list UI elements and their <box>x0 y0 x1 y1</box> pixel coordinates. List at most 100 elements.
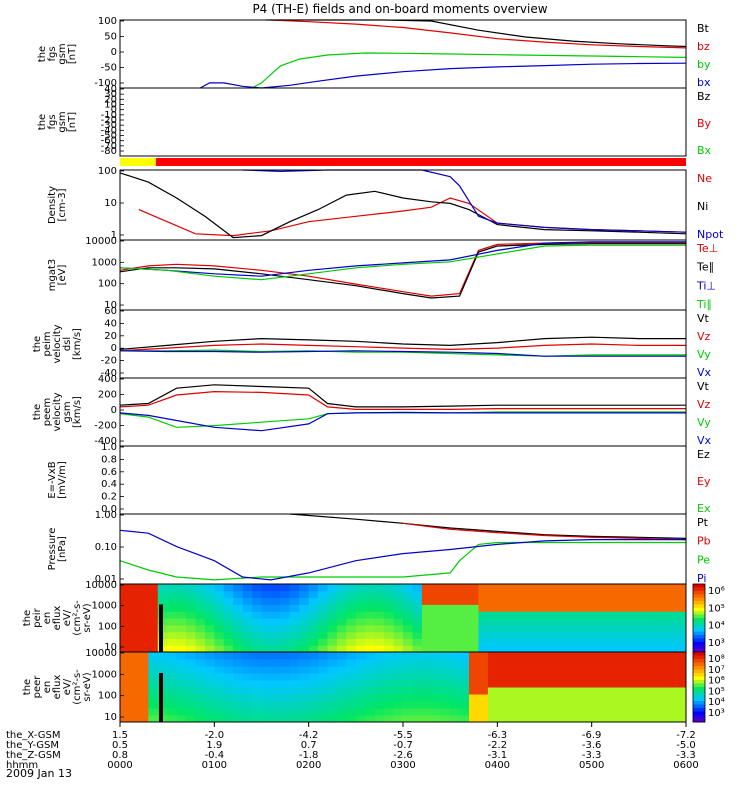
heatmap-cell <box>572 597 583 605</box>
heatmap-cell <box>450 708 461 716</box>
heatmap-cell <box>365 645 376 653</box>
colorbar-tick-label: 10⁴ <box>708 697 725 708</box>
y-axis-label: (cm²-s- <box>72 600 83 636</box>
heatmap-cell <box>459 701 470 709</box>
heatmap-cell <box>252 659 262 667</box>
heatmap-cell <box>506 687 517 695</box>
heatmap-cell <box>553 618 564 626</box>
heatmap-cell <box>374 645 385 653</box>
heatmap-cell <box>327 631 338 639</box>
heatmap-cell <box>591 708 602 716</box>
heatmap-cell <box>336 645 347 653</box>
heatmap-cell <box>242 666 253 674</box>
heatmap-cell <box>629 701 640 709</box>
heatmap-cell <box>544 597 555 605</box>
heatmap-cell <box>591 638 602 646</box>
heatmap-cell <box>572 708 583 716</box>
heatmap-cell <box>629 708 640 716</box>
heatmap-cell <box>601 673 612 681</box>
colorbar-segment <box>693 645 705 650</box>
heatmap-cell <box>412 638 423 646</box>
heatmap-cell <box>487 701 498 709</box>
heatmap-cell <box>563 687 574 695</box>
colorbar-segment <box>693 601 705 605</box>
heatmap-cell <box>412 618 423 626</box>
heatmap-cell <box>336 584 347 592</box>
heatmap-cell <box>318 604 329 612</box>
heatmap-cell <box>223 652 234 660</box>
heatmap-cell <box>516 694 527 702</box>
heatmap-cell <box>195 687 206 695</box>
heatmap-cell <box>214 715 225 723</box>
heatmap-cell <box>431 611 442 619</box>
heatmap-cell <box>195 631 206 639</box>
heatmap-cell <box>610 618 621 626</box>
heatmap-cell <box>544 673 555 681</box>
flag-segment-0 <box>120 158 156 166</box>
heatmap-cell <box>478 687 489 695</box>
heatmap-cell <box>497 659 508 667</box>
heatmap-cell <box>403 645 413 653</box>
heatmap-cell <box>261 584 272 592</box>
heatmap-cell <box>120 631 130 639</box>
heatmap-cell <box>535 645 545 653</box>
heatmap-cell <box>233 597 244 605</box>
heatmap-cell <box>346 597 357 605</box>
heatmap-cell <box>619 597 630 605</box>
y-tick-label: 1000 <box>92 601 117 612</box>
heatmap-cell <box>252 715 262 723</box>
heatmap-cell <box>261 694 272 702</box>
heatmap-cell <box>176 680 187 688</box>
heatmap-cell <box>525 631 536 639</box>
heatmap-cell <box>638 694 649 702</box>
panel-density: Ne Ni Npot 100 10 1 Density [cm-3] <box>47 166 724 241</box>
heatmap-cell <box>525 715 536 723</box>
heatmap-cell <box>487 687 498 695</box>
heatmap-cell <box>176 715 187 723</box>
heatmap-cell <box>138 584 149 592</box>
colorbar-segment <box>693 697 705 702</box>
heatmap-cell <box>318 645 329 653</box>
heatmap-cell <box>638 715 649 723</box>
heatmap-cell <box>412 604 423 612</box>
x-axis-value: 0600 <box>673 760 698 771</box>
heatmap-cell <box>384 618 395 626</box>
legend-entry: Vt <box>697 380 710 393</box>
heatmap-cell <box>355 597 366 605</box>
heatmap-cell <box>270 638 281 646</box>
heatmap-cell <box>242 597 253 605</box>
heatmap-cell <box>478 666 489 674</box>
heatmap-cell <box>506 708 517 716</box>
heatmap-cell <box>186 687 196 695</box>
heatmap-cell <box>346 659 357 667</box>
heatmap-cell <box>469 584 479 592</box>
heatmap-cell <box>252 618 262 626</box>
heatmap-cell <box>280 584 291 592</box>
heatmap-cell <box>355 645 366 653</box>
heatmap-cell <box>431 624 442 633</box>
heatmap-cell <box>374 590 385 599</box>
heatmap-cell <box>214 604 225 612</box>
heatmap-cell <box>242 611 253 619</box>
heatmap-cell <box>629 659 640 667</box>
heatmap-cell <box>676 638 687 646</box>
heatmap-cell <box>233 659 244 667</box>
heatmap-cell <box>186 618 196 626</box>
colorbar-segment <box>693 618 705 622</box>
heatmap-cell <box>176 708 187 716</box>
y-axis-label: eflux <box>52 675 63 700</box>
y-tick-label: 100 <box>98 166 117 177</box>
heatmap-cell <box>195 659 206 667</box>
heatmap-cell <box>167 708 178 716</box>
heatmap-cell <box>403 597 413 605</box>
heatmap-cell <box>582 618 593 626</box>
y-tick-label: 50 <box>104 32 117 43</box>
y-tick-label: 0.01 <box>95 574 117 585</box>
heatmap-cell <box>393 687 404 695</box>
heatmap-cell <box>242 659 253 667</box>
heatmap-cell <box>412 611 423 619</box>
heatmap-cell <box>223 624 234 633</box>
heatmap-cell <box>270 618 281 626</box>
heatmap-cell <box>676 659 687 667</box>
